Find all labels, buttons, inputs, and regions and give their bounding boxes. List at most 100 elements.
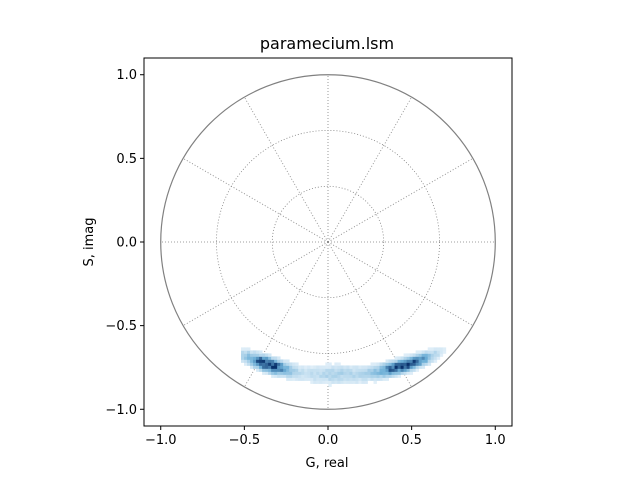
density-cell-40 bbox=[259, 356, 263, 360]
density-cell-41 bbox=[259, 353, 263, 357]
density-cell-136 bbox=[304, 365, 308, 369]
density-cell-347 bbox=[406, 359, 411, 363]
density-cell-330 bbox=[400, 371, 405, 375]
polar-spoke-330 bbox=[327, 241, 474, 326]
density-cell-16 bbox=[247, 347, 251, 351]
density-cell-134 bbox=[304, 371, 308, 375]
density-cell-164 bbox=[319, 368, 323, 372]
density-cell-72 bbox=[274, 371, 278, 375]
density-cell-300 bbox=[385, 368, 389, 372]
density-cell-177 bbox=[325, 365, 329, 369]
density-cell-235 bbox=[352, 368, 356, 372]
density-cell-274 bbox=[373, 374, 377, 378]
density-cell-189 bbox=[331, 374, 335, 378]
density-cell-248 bbox=[358, 365, 362, 369]
density-cell-264 bbox=[367, 368, 371, 372]
density-cell-340 bbox=[403, 359, 408, 363]
density-cell-338 bbox=[403, 365, 408, 369]
density-cell-65 bbox=[271, 371, 275, 375]
density-cell-29 bbox=[256, 368, 260, 372]
density-cell-36 bbox=[259, 368, 263, 372]
density-cell-87 bbox=[280, 368, 284, 372]
density-cell-125 bbox=[298, 368, 302, 372]
density-cell-1 bbox=[241, 356, 245, 360]
density-cell-170 bbox=[322, 368, 326, 372]
polar-spoke-240 bbox=[244, 241, 329, 388]
density-cell-278 bbox=[373, 362, 377, 366]
density-cell-154 bbox=[316, 380, 320, 384]
density-cell-332 bbox=[400, 365, 405, 369]
density-cell-249 bbox=[361, 380, 365, 384]
density-cell-359 bbox=[412, 362, 417, 366]
density-cell-244 bbox=[358, 377, 362, 381]
density-cell-400 bbox=[433, 353, 438, 357]
density-cell-149 bbox=[313, 377, 317, 381]
density-cell-293 bbox=[382, 371, 386, 375]
plot-area: −1.0 −0.5 0.0 0.5 1.0 −1.0 −0.5 0.0 0.5 1.0 bbox=[105, 57, 513, 448]
density-cell-89 bbox=[280, 362, 284, 366]
density-cell-342 bbox=[403, 353, 408, 357]
density-cell-334 bbox=[400, 359, 405, 363]
density-cell-217 bbox=[343, 368, 347, 372]
x-tick-label-3: 0.5 bbox=[401, 433, 422, 448]
density-cell-209 bbox=[340, 374, 344, 378]
density-cell-66 bbox=[271, 368, 275, 372]
density-cell-289 bbox=[379, 365, 383, 369]
density-cell-137 bbox=[307, 377, 311, 381]
density-cell-343 bbox=[406, 371, 411, 375]
y-tick-label-4: 1.0 bbox=[116, 68, 137, 83]
density-cell-58 bbox=[268, 368, 272, 372]
density-cell-241 bbox=[355, 368, 359, 372]
density-cell-373 bbox=[418, 356, 423, 360]
density-cell-365 bbox=[415, 362, 420, 366]
density-cell-205 bbox=[337, 365, 341, 369]
density-cell-301 bbox=[385, 365, 389, 369]
density-cell-20 bbox=[250, 356, 254, 360]
density-cell-396 bbox=[430, 350, 435, 354]
density-cell-364 bbox=[415, 365, 420, 369]
density-cell-13 bbox=[247, 356, 251, 360]
y-tick-label-3: 0.5 bbox=[116, 152, 137, 167]
density-cell-158 bbox=[316, 368, 320, 372]
polar-spoke-30 bbox=[327, 158, 474, 243]
density-cell-290 bbox=[379, 362, 383, 366]
density-cell-261 bbox=[367, 377, 371, 381]
density-cell-192 bbox=[331, 365, 335, 369]
density-cell-391 bbox=[427, 350, 432, 354]
density-cell-59 bbox=[268, 365, 272, 369]
density-cell-34 bbox=[256, 353, 260, 357]
density-cell-195 bbox=[334, 374, 338, 378]
density-cell-370 bbox=[418, 365, 423, 369]
density-cell-140 bbox=[307, 368, 311, 372]
density-cell-389 bbox=[427, 356, 432, 360]
density-cell-46 bbox=[262, 362, 266, 366]
density-cell-320 bbox=[394, 362, 398, 366]
density-cell-145 bbox=[310, 371, 314, 375]
density-cell-328 bbox=[397, 359, 401, 363]
density-cell-267 bbox=[370, 374, 374, 378]
density-cell-305 bbox=[388, 371, 392, 375]
density-cell-323 bbox=[397, 374, 401, 378]
unit-circle bbox=[160, 74, 496, 410]
density-cell-203 bbox=[337, 371, 341, 375]
density-cell-247 bbox=[358, 368, 362, 372]
density-cell-378 bbox=[421, 359, 426, 363]
density-cell-193 bbox=[334, 380, 338, 384]
density-cell-160 bbox=[319, 380, 323, 384]
density-cell-4 bbox=[241, 347, 245, 351]
density-cell-393 bbox=[430, 359, 435, 363]
density-cell-52 bbox=[265, 365, 269, 369]
density-cell-120 bbox=[295, 365, 299, 369]
density-cell-285 bbox=[379, 377, 383, 381]
density-cell-257 bbox=[364, 374, 368, 378]
density-cell-53 bbox=[265, 362, 269, 366]
density-cell-74 bbox=[274, 365, 278, 369]
density-cell-254 bbox=[361, 365, 365, 369]
density-cell-344 bbox=[406, 368, 411, 372]
density-cell-117 bbox=[295, 374, 299, 378]
density-cell-302 bbox=[385, 362, 389, 366]
density-cell-277 bbox=[373, 365, 377, 369]
density-cell-207 bbox=[340, 380, 344, 384]
density-cell-341 bbox=[403, 356, 408, 360]
density-cell-18 bbox=[250, 362, 254, 366]
